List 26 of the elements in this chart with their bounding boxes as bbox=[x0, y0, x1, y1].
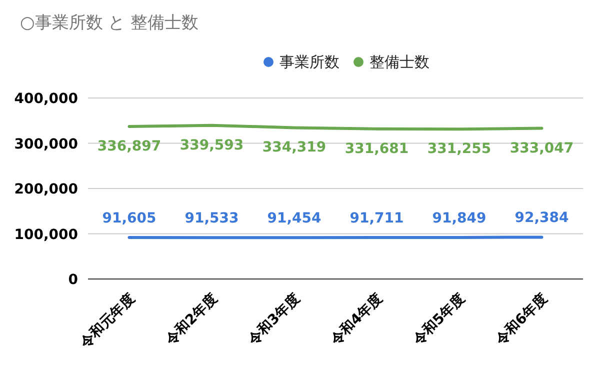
y-tick-label: 300,000 bbox=[14, 136, 78, 152]
data-label: 91,605 bbox=[102, 210, 156, 227]
legend-label: 整備士数 bbox=[370, 53, 430, 71]
data-label: 334,319 bbox=[262, 140, 326, 156]
data-label: 91,711 bbox=[350, 210, 404, 226]
x-tick-label: 令和3年度 bbox=[244, 290, 304, 350]
y-tick-label: 400,000 bbox=[14, 91, 78, 107]
x-tick-label: 令和5年度 bbox=[408, 290, 468, 350]
data-label: 339,593 bbox=[180, 137, 244, 154]
data-label: 92,384 bbox=[514, 210, 570, 226]
x-tick-label: 令和6年度 bbox=[491, 290, 551, 350]
y-tick-label: 200,000 bbox=[14, 182, 78, 198]
data-label: 336,897 bbox=[97, 138, 162, 155]
legend-label: 事業所数 bbox=[280, 53, 340, 71]
data-label: 91,533 bbox=[184, 210, 239, 227]
x-tick-label: 令和元年度 bbox=[76, 290, 138, 352]
x-tick-label: 令和2年度 bbox=[161, 290, 221, 350]
x-tick-label: 令和4年度 bbox=[326, 290, 386, 350]
data-label: 91,454 bbox=[267, 210, 322, 227]
data-label: 331,255 bbox=[427, 141, 492, 158]
chart-title: ○事業所数 と 整備士数 bbox=[20, 13, 199, 33]
data-label: 333,047 bbox=[510, 140, 574, 156]
data-label: 91,849 bbox=[432, 210, 486, 226]
y-tick-label: 100,000 bbox=[14, 226, 78, 243]
y-tick-label: 0 bbox=[68, 272, 78, 288]
data-label: 331,681 bbox=[344, 140, 409, 157]
